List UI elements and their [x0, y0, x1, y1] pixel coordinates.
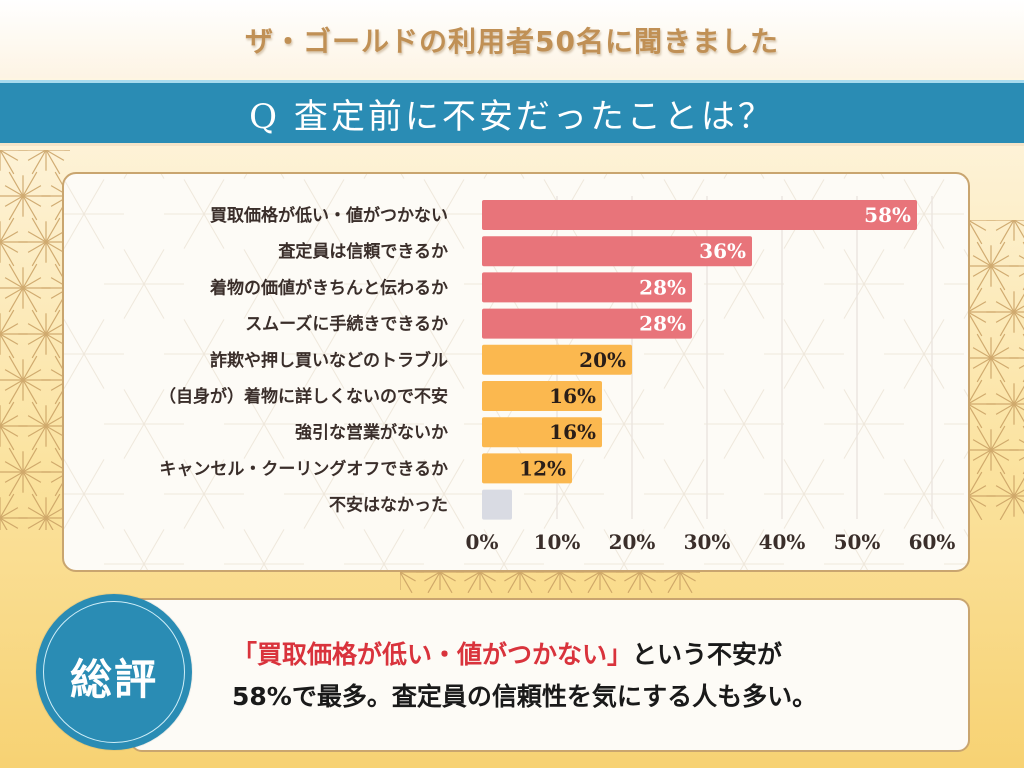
category-label: 詐欺や押し買いなどのトラブル	[210, 350, 448, 371]
value-label: 58%	[864, 203, 911, 227]
bar	[482, 272, 692, 303]
category-label: 買取価格が低い・値がつかない	[210, 205, 448, 226]
category-label: スムーズに手続きできるか	[245, 314, 448, 335]
question-title-bar: Q 査定前に不安だったことは？	[0, 80, 1024, 146]
value-label: 16%	[549, 384, 596, 408]
chart-card: 0% 10% 20% 30% 40% 50% 60% 買取価格が低い・値がつかない 58% 査定員…	[62, 172, 970, 572]
category-label: 強引な営業がないか	[295, 422, 448, 443]
bar	[482, 344, 632, 375]
x-tick-label: 60%	[909, 530, 956, 554]
x-tick-label: 40%	[759, 530, 806, 554]
asanoha-pattern-left	[0, 150, 70, 530]
summary-line1-rest: という不安が	[632, 640, 783, 669]
category-label: 査定員は信頼できるか	[277, 241, 448, 262]
summary-badge: 総評	[36, 594, 192, 750]
category-label: キャンセル・クーリングオフできるか	[159, 458, 448, 479]
value-label: 20%	[579, 348, 626, 372]
category-label: 不安はなかった	[329, 495, 448, 516]
summary-highlight: 「買取価格が低い・値がつかない」	[232, 640, 633, 669]
bar	[482, 308, 692, 339]
category-label: 着物の価値がきちんと伝わるか	[209, 277, 448, 298]
survey-subtitle: ザ・ゴールドの利用者50名に聞きました	[245, 25, 779, 58]
header-band	[0, 0, 1024, 78]
x-tick-label: 10%	[534, 530, 581, 554]
bar	[482, 200, 917, 230]
summary-line2: 58%で最多。査定員の信頼性を気にする人も多い。	[232, 682, 818, 711]
asanoha-pattern-right	[968, 220, 1024, 520]
value-label: 12%	[519, 456, 566, 480]
bar	[482, 489, 512, 520]
x-tick-label: 50%	[834, 530, 881, 554]
value-label: 36%	[699, 239, 746, 263]
x-tick-label: 0%	[466, 530, 499, 554]
value-label: 16%	[549, 420, 596, 444]
category-label: （自身が）着物に詳しくないので不安	[159, 386, 448, 407]
x-tick-label: 30%	[684, 530, 731, 554]
x-tick-label: 20%	[609, 530, 656, 554]
value-label: 28%	[639, 312, 686, 336]
bar	[482, 453, 572, 484]
summary-card: 「買取価格が低い・値がつかない」という不安が 58%で最多。査定員の信頼性を気に…	[130, 598, 970, 752]
summary-badge-text: 総評	[69, 655, 158, 704]
bar	[482, 236, 752, 267]
bar	[482, 417, 602, 448]
bar	[482, 381, 602, 411]
bar-chart: 0% 10% 20% 30% 40% 50% 60% 買取価格が低い・値がつかない 58% 査定員…	[64, 174, 968, 570]
question-title: Q 査定前に不安だったことは？	[249, 97, 775, 137]
value-label: 28%	[639, 275, 686, 299]
summary-text: 「買取価格が低い・値がつかない」という不安が 58%で最多。査定員の信頼性を気に…	[232, 634, 952, 718]
